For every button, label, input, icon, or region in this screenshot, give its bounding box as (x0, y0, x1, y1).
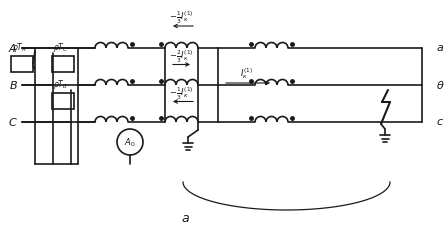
Bar (52, 93, 74, 109)
Text: $c$: $c$ (436, 117, 444, 127)
Text: $I_{\kappa}^{(1)}$: $I_{\kappa}^{(1)}$ (240, 67, 253, 82)
Text: $-\frac{1}{3}I_{\kappa}^{(1)}$: $-\frac{1}{3}I_{\kappa}^{(1)}$ (169, 10, 194, 26)
Text: $a$: $a$ (181, 212, 190, 225)
Text: $A_0$: $A_0$ (124, 137, 136, 149)
Text: $\rho T_A$: $\rho T_A$ (12, 41, 27, 54)
Text: $\rho T_B$: $\rho T_B$ (53, 78, 68, 91)
Bar (11, 56, 33, 72)
Text: $A$: $A$ (8, 42, 18, 54)
Text: $-\frac{2}{3}I_{\kappa}^{(1)}$: $-\frac{2}{3}I_{\kappa}^{(1)}$ (169, 48, 194, 65)
Text: $a$: $a$ (436, 43, 444, 53)
Text: $\rho T_C$: $\rho T_C$ (53, 41, 68, 54)
Bar (52, 56, 74, 72)
Text: $C$: $C$ (8, 116, 18, 128)
Text: $\theta$: $\theta$ (436, 79, 444, 91)
Text: $B$: $B$ (9, 79, 17, 91)
Text: $-\frac{1}{3}I_{\kappa}^{(1)}$: $-\frac{1}{3}I_{\kappa}^{(1)}$ (169, 85, 194, 102)
